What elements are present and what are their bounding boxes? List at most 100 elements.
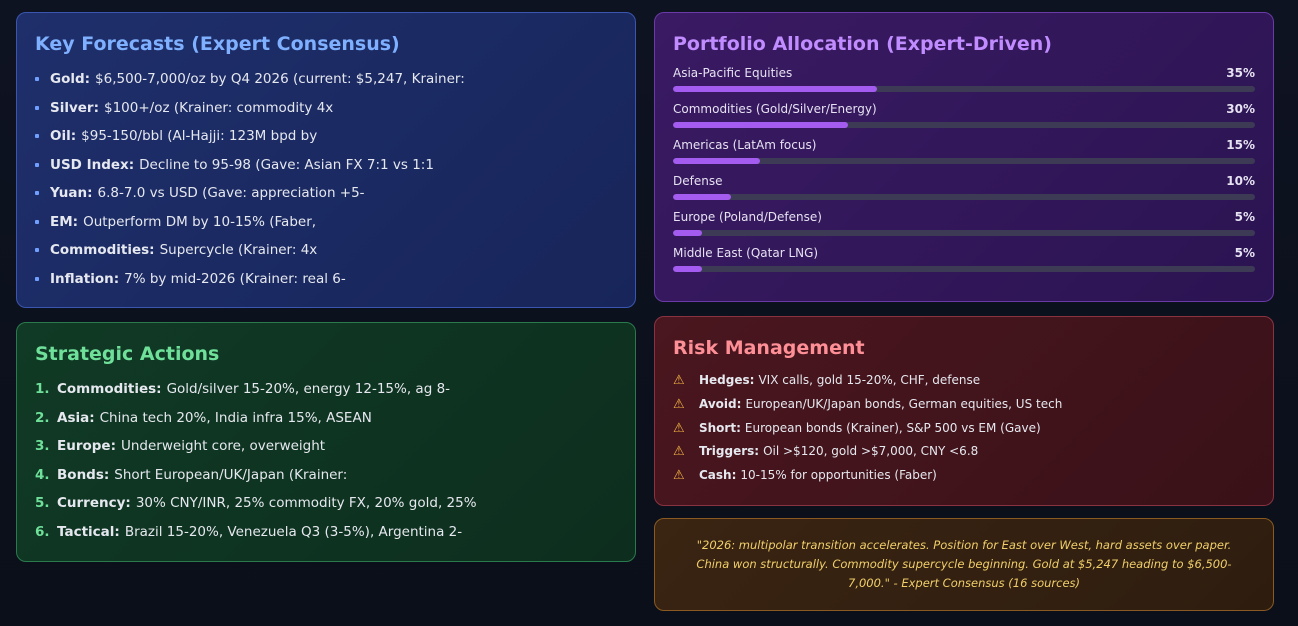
action-text: Short European/UK/Japan (Krainer: — [114, 466, 348, 483]
key-forecasts-panel: Key Forecasts (Expert Consensus) Gold: $6… — [16, 12, 636, 308]
risk-list: ⚠ Hedges: VIX calls, gold 15-20%, CHF, def… — [673, 369, 1255, 488]
action-item: 6. Tactical: Brazil 15-20%, Venezuela Q3 (… — [35, 518, 617, 547]
bullet-icon — [35, 191, 39, 196]
forecast-text: Outperform DM by 10-15% (Faber, — [83, 213, 317, 230]
risk-text: European bonds (Krainer), S&P 500 vs EM … — [744, 420, 1041, 435]
portfolio-allocation-panel: Portfolio Allocation (Expert-Driven) Asi… — [654, 12, 1274, 302]
forecast-label: USD Index: — [50, 156, 135, 173]
action-number: 4. — [35, 466, 50, 483]
bullet-icon — [35, 77, 39, 82]
allocation-label: Middle East (Qatar LNG) — [673, 246, 819, 260]
bullet-icon — [35, 162, 39, 167]
risk-text: VIX calls, gold 15-20%, CHF, defense — [758, 373, 981, 387]
forecast-text: 7% by mid-2026 (Krainer: real 6- — [124, 270, 346, 287]
action-list: 1. Commodities: Gold/silver 15-20%, energy… — [35, 375, 617, 546]
forecast-label: Oil: — [50, 128, 77, 144]
allocation-row: Europe (Poland/Defense) 5% — [673, 209, 1255, 236]
risk-text: European/UK/Japan bonds, German equities… — [745, 396, 1063, 411]
forecast-list: Gold: $6,500-7,000/oz by Q4 2026 (current… — [35, 65, 617, 293]
allocation-row: Commodities (Gold/Silver/Energy) 30% — [673, 101, 1255, 128]
consensus-quote: "2026: multipolar transition accelerates… — [696, 538, 1232, 590]
action-label: Europe: — [57, 438, 116, 454]
forecast-item-oil: Oil: $95-150/bbl (Al-Hajji: 123M bpd by — [35, 122, 617, 151]
action-number: 3. — [35, 438, 50, 454]
strategic-actions-title: Strategic Actions — [35, 343, 220, 365]
forecast-label: Inflation: — [50, 270, 120, 287]
allocation-label: Americas (LatAm focus) — [673, 138, 817, 152]
risk-management-panel: Risk Management ⚠ Hedges: VIX calls, gold … — [654, 316, 1274, 506]
risk-item: ⚠ Triggers: Oil >$120, gold >$7,000, CNY <… — [673, 440, 1255, 464]
forecast-item-inflation: Inflation: 7% by mid-2026 (Krainer: real … — [35, 265, 617, 294]
allocation-percent: 5% — [1234, 246, 1255, 260]
key-forecasts-title: Key Forecasts (Expert Consensus) — [35, 33, 400, 55]
forecast-text: $95-150/bbl (Al-Hajji: 123M bpd by — [81, 128, 318, 144]
action-item: 4. Bonds: Short European/UK/Japan (Krainer… — [35, 461, 617, 490]
action-number: 2. — [35, 409, 50, 426]
action-number: 1. — [35, 381, 50, 397]
forecast-item-usd-index: USD Index: Decline to 95-98 (Gave: Asian … — [35, 151, 617, 180]
allocation-label: Commodities (Gold/Silver/Energy) — [673, 102, 877, 116]
forecast-text: Decline to 95-98 (Gave: Asian FX 7:1 vs … — [139, 156, 434, 173]
risk-label: Triggers: — [699, 444, 760, 459]
forecast-item-commodities: Commodities: Supercycle (Krainer: 4x — [35, 236, 617, 265]
allocation-list: Asia-Pacific Equities 35% Commodities (Go… — [673, 65, 1255, 272]
strategic-actions-panel: Strategic Actions 1. Commodities: Gold/sil… — [16, 322, 636, 562]
risk-label: Short: — [699, 420, 741, 435]
allocation-bar-fill — [673, 158, 761, 164]
allocation-bar-track — [673, 194, 1255, 200]
risk-item: ⚠ Avoid: European/UK/Japan bonds, German e… — [673, 393, 1255, 417]
action-label: Commodities: — [57, 381, 162, 397]
allocation-percent: 5% — [1234, 210, 1255, 224]
risk-text: 10-15% for opportunities (Faber) — [740, 468, 937, 483]
allocation-percent: 30% — [1226, 102, 1255, 116]
allocation-percent: 10% — [1226, 174, 1255, 188]
allocation-bar-track — [673, 266, 1255, 272]
portfolio-allocation-title: Portfolio Allocation (Expert-Driven) — [673, 33, 1052, 55]
warning-icon: ⚠ — [673, 468, 685, 484]
allocation-bar-track — [673, 122, 1255, 128]
action-item: 5. Currency: 30% CNY/INR, 25% commodity FX… — [35, 489, 617, 518]
risk-label: Avoid: — [699, 396, 742, 411]
action-text: China tech 20%, India infra 15%, ASEAN — [99, 409, 372, 426]
allocation-row: Middle East (Qatar LNG) 5% — [673, 245, 1255, 272]
action-item: 3. Europe: Underweight core, overweight — [35, 432, 617, 461]
forecast-item-gold: Gold: $6,500-7,000/oz by Q4 2026 (current… — [35, 65, 617, 94]
allocation-label: Europe (Poland/Defense) — [673, 210, 822, 224]
forecast-label: Commodities: — [50, 242, 155, 258]
allocation-bar-fill — [673, 194, 732, 200]
allocation-bar-fill — [673, 230, 703, 236]
action-text: Gold/silver 15-20%, energy 12-15%, ag 8- — [166, 381, 451, 397]
forecast-label: Yuan: — [50, 185, 93, 201]
allocation-bar-track — [673, 158, 1255, 164]
allocation-label: Defense — [673, 174, 723, 188]
bullet-icon — [35, 134, 39, 139]
risk-management-title: Risk Management — [673, 337, 865, 359]
forecast-text: $6,500-7,000/oz by Q4 2026 (current: $5,… — [95, 71, 465, 87]
forecast-label: Silver: — [50, 99, 99, 116]
allocation-row: Asia-Pacific Equities 35% — [673, 65, 1255, 92]
action-item: 1. Commodities: Gold/silver 15-20%, energy… — [35, 375, 617, 404]
forecast-item-silver: Silver: $100+/oz (Krainer: commodity 4x — [35, 94, 617, 123]
risk-label: Hedges: — [699, 373, 755, 387]
bullet-icon — [35, 276, 39, 281]
risk-text: Oil >$120, gold >$7,000, CNY <6.8 — [763, 444, 979, 459]
warning-icon: ⚠ — [673, 444, 685, 460]
bullet-icon — [35, 219, 39, 224]
forecast-text: Supercycle (Krainer: 4x — [159, 242, 318, 258]
risk-item: ⚠ Hedges: VIX calls, gold 15-20%, CHF, def… — [673, 369, 1255, 393]
action-item: 2. Asia: China tech 20%, India infra 15%, … — [35, 404, 617, 433]
action-text: Brazil 15-20%, Venezuela Q3 (3-5%), Arge… — [124, 523, 463, 540]
allocation-bar-track — [673, 230, 1255, 236]
action-text: 30% CNY/INR, 25% commodity FX, 20% gold,… — [135, 495, 477, 511]
forecast-item-em: EM: Outperform DM by 10-15% (Faber, — [35, 208, 617, 237]
forecast-label: EM: — [50, 213, 79, 230]
action-number: 6. — [35, 523, 50, 540]
allocation-percent: 35% — [1226, 66, 1255, 80]
warning-icon: ⚠ — [673, 396, 685, 412]
forecast-text: $100+/oz (Krainer: commodity 4x — [104, 99, 334, 116]
warning-icon: ⚠ — [673, 420, 685, 436]
allocation-row: Americas (LatAm focus) 15% — [673, 137, 1255, 164]
allocation-row: Defense 10% — [673, 173, 1255, 200]
allocation-bar-fill — [673, 86, 877, 92]
risk-item: ⚠ Short: European bonds (Krainer), S&P 500… — [673, 417, 1255, 441]
